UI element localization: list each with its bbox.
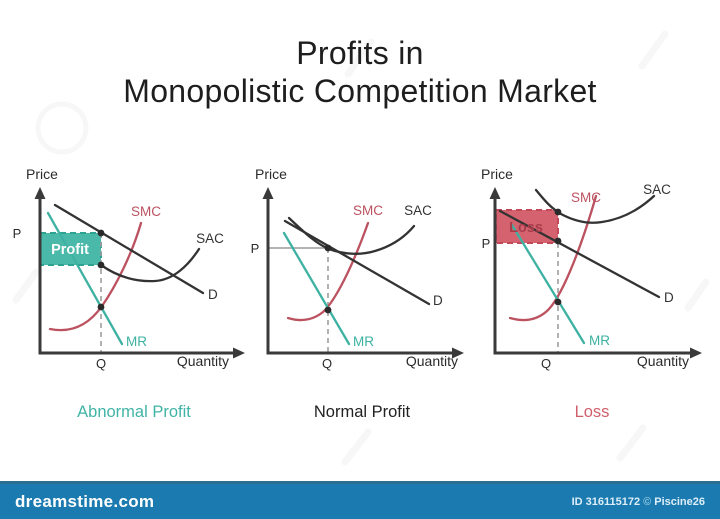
- curve-mr: [46, 211, 124, 346]
- curve-sac: [534, 188, 656, 224]
- equilibrium-dot: [97, 229, 105, 237]
- x-axis-arrow-icon: [233, 347, 245, 359]
- curve-label-mr: MR: [126, 334, 147, 349]
- q-tick-label: Q: [541, 356, 551, 371]
- price-axis-label: Price: [255, 166, 287, 182]
- curve-label-smc: SMC: [571, 190, 601, 205]
- image-id: ID 316115172: [571, 495, 641, 508]
- q-tick-label: Q: [322, 356, 332, 371]
- quantity-axis-label: Quantity: [177, 353, 229, 369]
- curve-mr: [282, 231, 351, 346]
- curve-label-d: D: [664, 290, 674, 305]
- curve-label-mr: MR: [589, 333, 610, 348]
- curve-label-mr: MR: [353, 334, 374, 349]
- title-line-2: Monopolistic Competition Market: [123, 73, 597, 109]
- equilibrium-dot: [324, 244, 332, 252]
- curve-mr: [510, 223, 586, 345]
- price-axis-label: Price: [481, 166, 513, 182]
- p-tick-label: P: [251, 241, 260, 256]
- area-profit: [40, 233, 101, 265]
- price-axis-label: Price: [26, 166, 58, 182]
- caption-normal-profit: Normal Profit: [313, 403, 411, 421]
- equilibrium-dot: [554, 237, 562, 245]
- curve-smc: [508, 194, 598, 322]
- curve-label-d: D: [208, 287, 218, 302]
- p-tick-label: P: [482, 236, 491, 251]
- diagram-normal-profit: SMC SAC D MR Price Quantity P Q: [251, 166, 464, 371]
- curve-smc: [286, 221, 370, 322]
- curve-label-sac: SAC: [643, 182, 671, 197]
- equilibrium-dot: [554, 208, 562, 216]
- caption-abnormal-profit: Abnormal Profit: [77, 403, 191, 421]
- curve-d: [498, 209, 661, 299]
- area-label-loss: Loss: [509, 220, 543, 236]
- equilibrium-dot: [97, 261, 105, 269]
- diagram-abnormal-profit: SMC SAC D MR Profit Price Quantity P Q: [13, 166, 245, 371]
- p-tick-label: P: [13, 226, 22, 241]
- quantity-axis-label: Quantity: [637, 353, 689, 369]
- equilibrium-dot: [97, 303, 105, 311]
- curve-label-sac: SAC: [404, 203, 432, 218]
- curve-label-sac: SAC: [196, 231, 224, 246]
- diagram-loss: SMC SAC D MR Loss Price Quantity P Q: [481, 166, 702, 371]
- y-axis-arrow-icon: [489, 187, 501, 199]
- curve-sac: [287, 216, 416, 255]
- watermark-ghosts: [12, 30, 710, 466]
- y-axis-arrow-icon: [262, 187, 274, 199]
- page-title: Profits in Monopolistic Competition Mark…: [0, 34, 720, 110]
- curve-label-d: D: [433, 293, 443, 308]
- author-name: Piscine26: [654, 495, 705, 508]
- x-axis-arrow-icon: [690, 347, 702, 359]
- curve-sac: [99, 247, 201, 283]
- area-label-profit: Profit: [51, 242, 89, 258]
- dreamstime-logo: dreamstime.com: [15, 491, 155, 511]
- title-line-1: Profits in: [296, 35, 424, 71]
- copyright-symbol: ©: [643, 495, 652, 508]
- curve-d: [53, 203, 205, 295]
- curve-d: [283, 219, 431, 306]
- equilibrium-dot: [554, 298, 562, 306]
- quantity-axis-label: Quantity: [406, 353, 458, 369]
- equilibrium-dot: [324, 306, 332, 314]
- caption-loss: Loss: [574, 403, 610, 421]
- y-axis-arrow-icon: [34, 187, 46, 199]
- image-id-info: ID 316115172 © Piscine26: [572, 496, 705, 508]
- curve-label-smc: SMC: [353, 203, 383, 218]
- footer-bar: dreamstime.com ID 316115172 © Piscine26: [0, 481, 720, 519]
- x-axis-arrow-icon: [452, 347, 464, 359]
- q-tick-label: Q: [96, 356, 106, 371]
- curve-label-smc: SMC: [131, 204, 161, 219]
